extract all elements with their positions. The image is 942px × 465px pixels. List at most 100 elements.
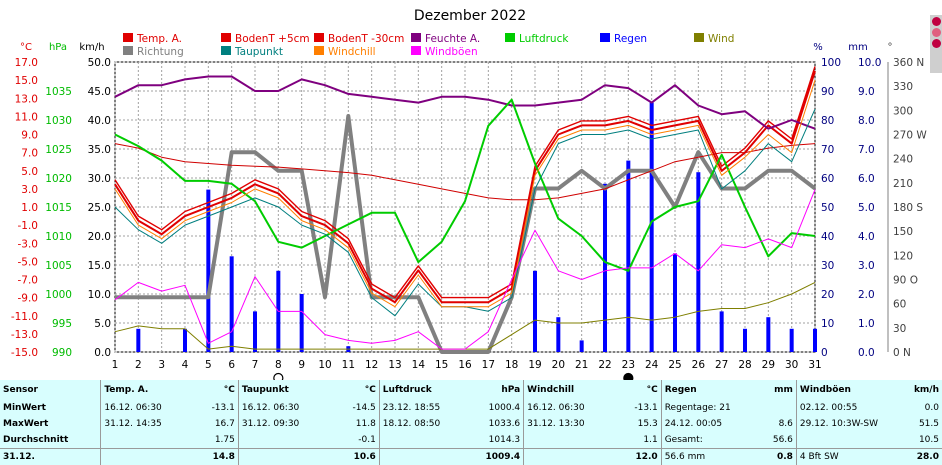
legend-swatch <box>411 46 421 55</box>
axis-tick-label: 17.0 <box>15 57 38 69</box>
stats-cell-text: 24.12. 00:05 <box>661 416 749 432</box>
stats-cell-text: 16.12. 06:30 <box>238 400 337 416</box>
x-tick-label: 28 <box>738 359 751 371</box>
x-tick-label: 19 <box>528 359 541 371</box>
axis-tick-label: -1.0 <box>18 220 39 232</box>
stats-cell-text: 31.12. 13:30 <box>524 416 618 432</box>
stats-cell-text: 29.12. 10:3W-SW <box>796 416 888 432</box>
stats-cell-text: Temp. A. <box>101 380 198 400</box>
axis-tick-label: -7.0 <box>18 275 39 287</box>
axis-tick-label: 1005 <box>45 260 72 272</box>
legend-label: Windchill <box>328 46 376 58</box>
axis-tick-label: 30 <box>893 323 906 335</box>
deco-dot-icon <box>932 17 941 26</box>
axis-tick-label: -15.0 <box>11 347 38 359</box>
stats-cell-text: Taupunkt <box>238 380 337 400</box>
axis-tick-label: 9.0 <box>21 130 38 142</box>
stats-cell-value: 1000.4 <box>471 400 524 416</box>
legend-label: Windböen <box>425 46 478 58</box>
x-tick-label: 23 <box>622 359 635 371</box>
legend-swatch <box>694 33 704 42</box>
axis-tick-label: 10.0 <box>858 57 881 69</box>
axis-tick-label: 2.0 <box>858 289 875 301</box>
axis-tick-label: -13.0 <box>11 329 38 341</box>
axis-tick-label: 1010 <box>45 231 72 243</box>
legend-label: Wind <box>708 33 734 45</box>
stats-row-label: 31.12. <box>0 449 101 465</box>
axis-unit-label: °C <box>20 42 32 53</box>
stats-cell-text: 02.12. 00:55 <box>796 400 888 416</box>
axis-unit-label: mm <box>848 42 867 53</box>
axis-tick-label: 360 N <box>893 57 924 69</box>
axis-tick-label: 0.0 <box>94 347 111 359</box>
rain-bar <box>230 256 234 352</box>
stats-cell-value: 10.6 <box>337 449 379 465</box>
stats-cell-value: mm <box>749 380 796 400</box>
axis-tick-label: 150 <box>893 226 913 238</box>
axis-tick-label: 70 <box>821 144 834 156</box>
x-tick-label: 31 <box>808 359 821 371</box>
stats-cell-value: km/h <box>888 380 942 400</box>
axis-tick-label: 11.0 <box>15 111 38 123</box>
x-tick-label: 15 <box>435 359 448 371</box>
axis-tick-label: 10.0 <box>88 289 111 301</box>
axis-unit-label: hPa <box>49 42 67 53</box>
stats-cell-text: Luftdruck <box>379 380 471 400</box>
axis-tick-label: 1035 <box>45 86 72 98</box>
axis-tick-label: 25.0 <box>88 202 111 214</box>
rain-bar <box>626 161 630 352</box>
axis-tick-label: 3.0 <box>858 260 875 272</box>
axis-tick-label: 5.0 <box>94 318 111 330</box>
stats-cell-value: °C <box>198 380 238 400</box>
axis-tick-label: 35.0 <box>88 144 111 156</box>
axis-tick-label: 300 <box>893 105 913 117</box>
stats-cell-value: 8.6 <box>749 416 796 432</box>
axis-tick-label: 4.0 <box>858 231 875 243</box>
stats-cell-value: 1033.6 <box>471 416 524 432</box>
x-tick-label: 18 <box>505 359 518 371</box>
axis-unit-label: % <box>813 42 823 53</box>
stats-row-label: Durchschnitt <box>0 432 101 449</box>
stats-cell-text <box>238 449 337 465</box>
legend-label: Luftdruck <box>519 33 569 45</box>
x-tick-label: 11 <box>342 359 355 371</box>
stats-cell-value: 1.1 <box>618 432 662 449</box>
axis-tick-label: 1015 <box>45 202 72 214</box>
stats-cell-value: 14.8 <box>198 449 238 465</box>
axis-tick-label: 80 <box>821 115 834 127</box>
axis-unit-label: km/h <box>79 42 104 53</box>
x-tick-label: 9 <box>298 359 305 371</box>
axis-tick-label: 1.0 <box>858 318 875 330</box>
axis-tick-label: 40.0 <box>88 115 111 127</box>
axis-tick-label: 15.0 <box>88 260 111 272</box>
axis-tick-label: 10 <box>821 318 834 330</box>
rain-bar <box>790 329 794 352</box>
axis-tick-label: 1025 <box>45 144 72 156</box>
axis-tick-label: 330 <box>893 81 913 93</box>
axis-tick-label: 990 <box>52 347 72 359</box>
axis-tick-label: 30 <box>821 260 834 272</box>
axis-tick-label: 20.0 <box>88 231 111 243</box>
stats-cell-text: Windchill <box>524 380 618 400</box>
x-tick-label: 21 <box>575 359 588 371</box>
legend-label: Richtung <box>137 46 184 58</box>
x-tick-label: 26 <box>692 359 706 371</box>
stats-cell-value: °C <box>618 380 662 400</box>
x-tick-label: 5 <box>205 359 212 371</box>
rain-bar <box>253 311 257 352</box>
stats-cell-value: 10.5 <box>888 432 942 449</box>
legend-label: BodenT +5cm <box>235 33 310 45</box>
axis-tick-label: 9.0 <box>858 86 875 98</box>
stats-row-label: MaxWert <box>0 416 101 432</box>
x-tick-label: 14 <box>412 359 426 371</box>
stats-cell-value: -13.1 <box>198 400 238 416</box>
rain-bar <box>813 329 817 352</box>
axis-tick-label: 0 N <box>893 347 911 359</box>
axis-tick-label: 7.0 <box>858 144 875 156</box>
axis-tick-label: 1000 <box>45 289 72 301</box>
stats-cell-text: 18.12. 08:50 <box>379 416 471 432</box>
decorative-strip <box>930 15 942 73</box>
